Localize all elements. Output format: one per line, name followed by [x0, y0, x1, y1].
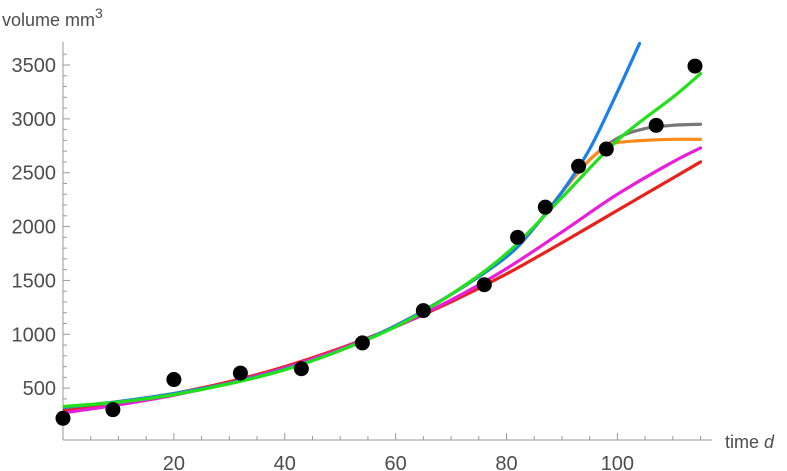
y-axis-title: volume mm3	[2, 5, 103, 30]
y-axis-title-text: volume mm	[2, 10, 95, 30]
data-point	[354, 335, 370, 351]
x-tick-label: 100	[601, 453, 634, 471]
axes	[62, 42, 712, 441]
y-tick-label: 2000	[12, 217, 57, 239]
data-point	[476, 277, 492, 293]
x-tick-label: 20	[163, 453, 185, 471]
series-line-5	[63, 41, 642, 410]
tick-labels: 20 40 60 80 100 500 1000 1500 2000 2500 3000 3500	[12, 55, 635, 471]
x-axis-title-var: d	[764, 432, 775, 452]
y-tick-label: 3000	[12, 109, 57, 131]
y-tick-label: 3500	[12, 55, 57, 77]
series-line-6	[63, 72, 703, 409]
y-tick-label: 500	[23, 378, 56, 400]
series-line-4	[63, 137, 703, 410]
series-line-2	[63, 146, 703, 415]
series-line-1	[63, 160, 703, 413]
x-tick-label: 80	[495, 453, 517, 471]
data-points	[55, 58, 703, 426]
y-tick-label: 1500	[12, 270, 57, 292]
series-layer	[63, 41, 703, 415]
x-tick-label: 60	[385, 453, 407, 471]
y-tick-label: 2500	[12, 163, 57, 185]
x-tick-label: 40	[274, 453, 296, 471]
x-axis-title-text: time	[725, 432, 759, 452]
x-axis-title: time d	[725, 432, 775, 452]
y-tick-label: 1000	[12, 324, 57, 346]
data-point	[166, 372, 182, 388]
data-point	[537, 199, 553, 215]
y-axis-title-sup: 3	[95, 5, 103, 21]
data-point	[510, 229, 526, 245]
series-line-3	[63, 122, 703, 410]
data-point	[598, 141, 614, 157]
data-point	[571, 158, 587, 174]
data-point	[232, 365, 248, 381]
data-point	[105, 402, 121, 418]
data-point	[415, 303, 431, 319]
data-point	[55, 410, 71, 426]
data-point	[687, 58, 703, 74]
data-point	[648, 117, 664, 133]
data-point	[293, 361, 309, 377]
